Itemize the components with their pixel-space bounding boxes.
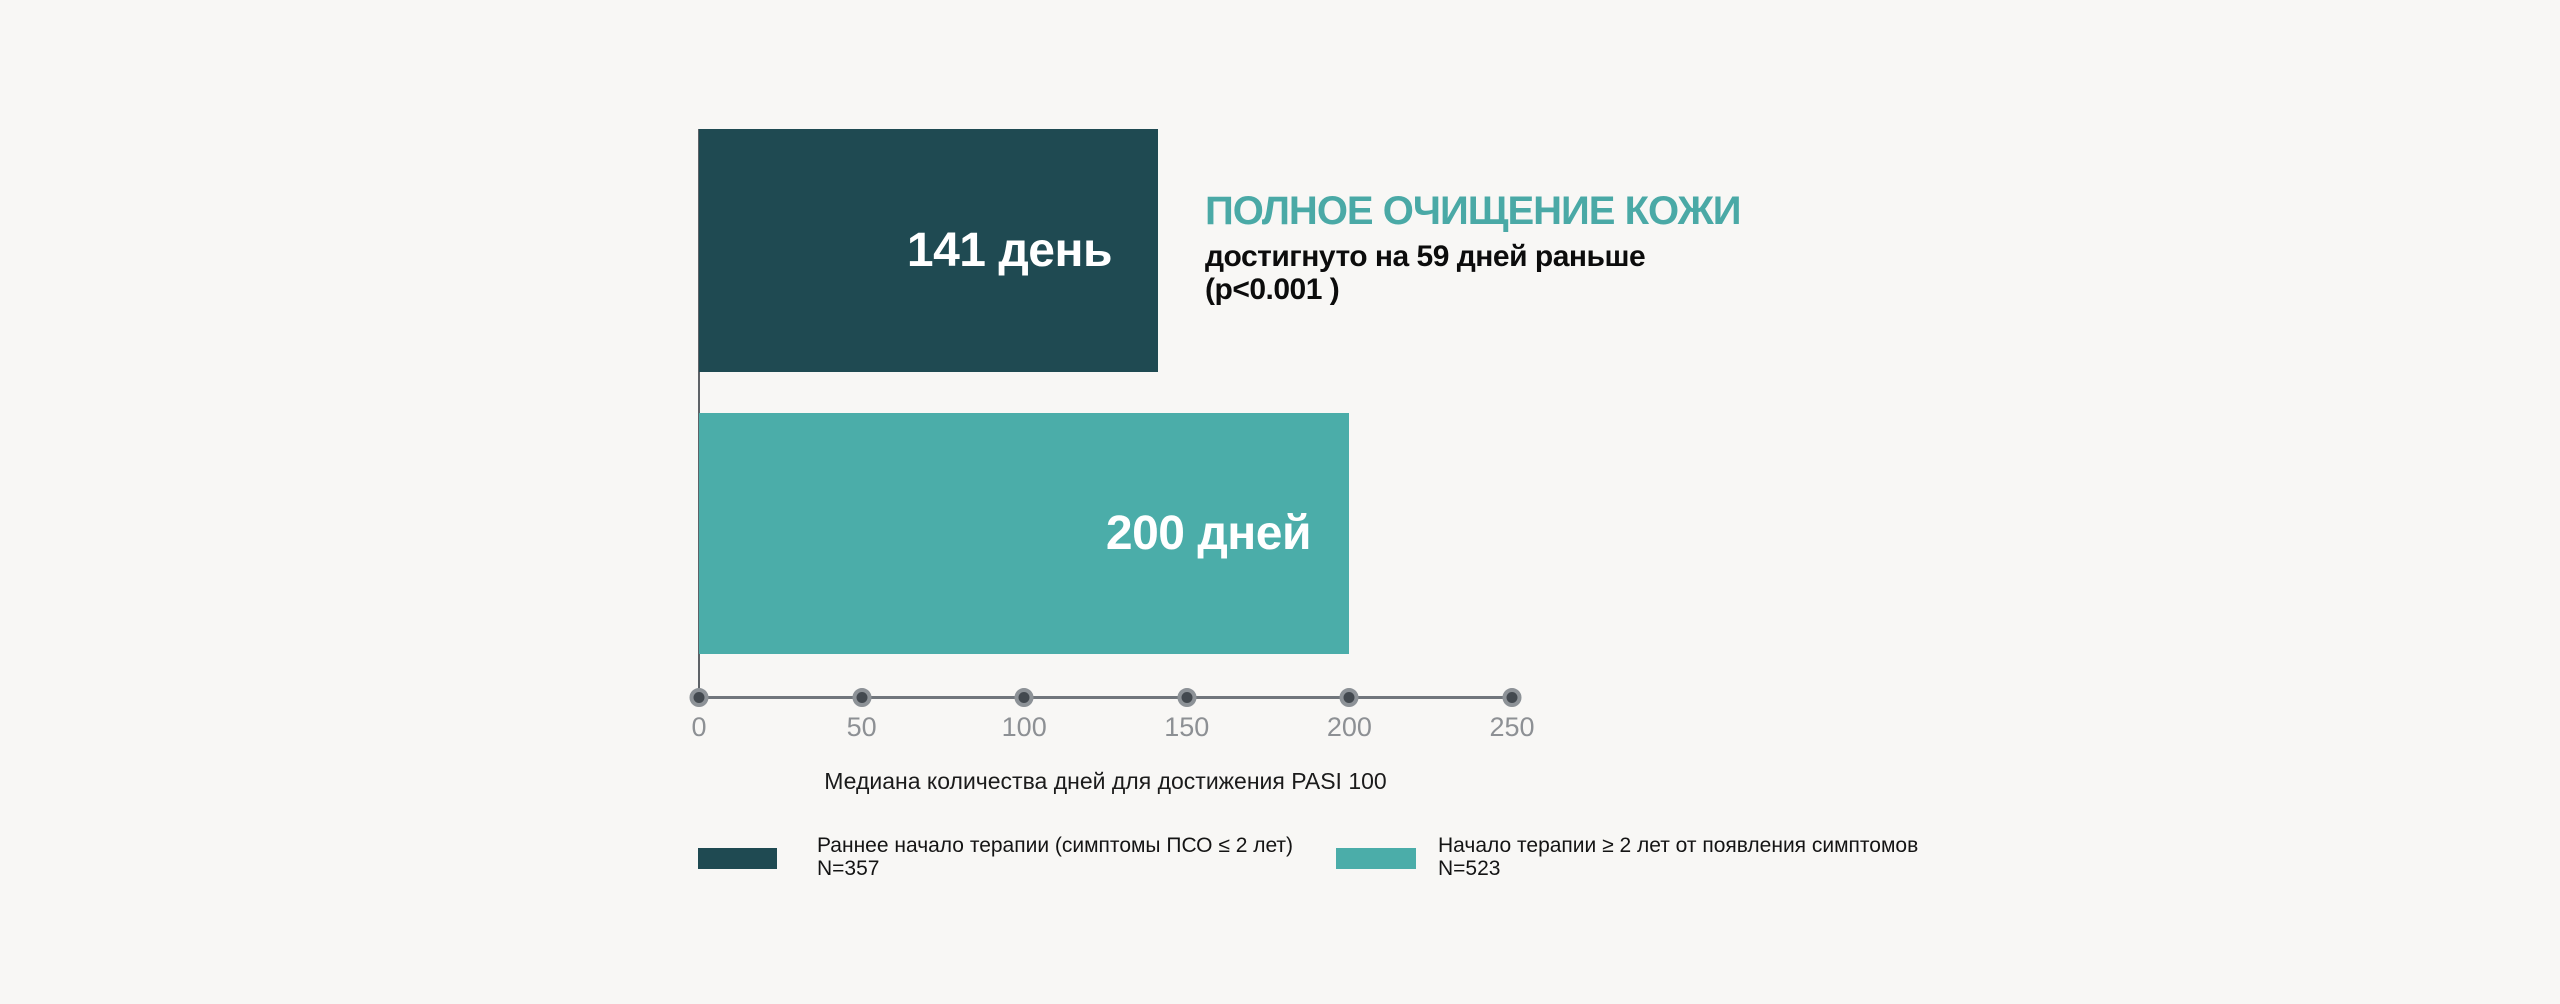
legend-text: Начало терапии ≥ 2 лет от появления симп… xyxy=(1438,834,1918,880)
x-axis-title: Медиана количества дней для достижения P… xyxy=(824,768,1387,794)
legend-swatch xyxy=(698,848,777,869)
bar: 200 дней xyxy=(699,413,1349,654)
annotation-line-1: достигнуто на 59 дней раньше xyxy=(1205,240,1646,273)
axis-tick-label: 150 xyxy=(1164,712,1210,742)
axis-tick-label: 0 xyxy=(691,712,707,742)
legend-label: Раннее начало терапии (симптомы ПСО ≤ 2 … xyxy=(817,834,1294,857)
axis-tick-marker xyxy=(1014,688,1034,707)
bar: 141 день xyxy=(699,129,1158,372)
annotation-block: ПОЛНОЕ ОЧИЩЕНИЕ КОЖИ достигнуто на 59 дн… xyxy=(1205,189,1741,306)
axis-tick-marker xyxy=(689,688,709,707)
legend-label: Начало терапии ≥ 2 лет от появления симп… xyxy=(1438,834,1919,857)
legend-text: Раннее начало терапии (симптомы ПСО ≤ 2 … xyxy=(817,834,1293,880)
axis-tick-label: 100 xyxy=(1001,712,1047,742)
axis-tick-label: 50 xyxy=(846,712,877,742)
chart-title: ПОЛНОЕ ОЧИЩЕНИЕ КОЖИ xyxy=(1205,189,1741,233)
bar-value-label: 200 дней xyxy=(1105,507,1312,560)
axis-tick-marker xyxy=(1177,688,1197,707)
axis-tick-marker xyxy=(1502,688,1522,707)
legend-n-value: N=357 xyxy=(817,857,880,880)
annotation-line-2: (p<0.001 ) xyxy=(1205,273,1340,306)
axis-tick-label: 200 xyxy=(1326,712,1372,742)
legend-n-value: N=523 xyxy=(1438,857,1501,880)
x-axis-line xyxy=(699,696,1512,699)
bar-value-label: 141 день xyxy=(906,224,1113,277)
axis-tick-label: 250 xyxy=(1489,712,1535,742)
axis-tick-marker xyxy=(1339,688,1359,707)
legend-swatch xyxy=(1336,848,1416,869)
axis-tick-marker xyxy=(852,688,872,707)
